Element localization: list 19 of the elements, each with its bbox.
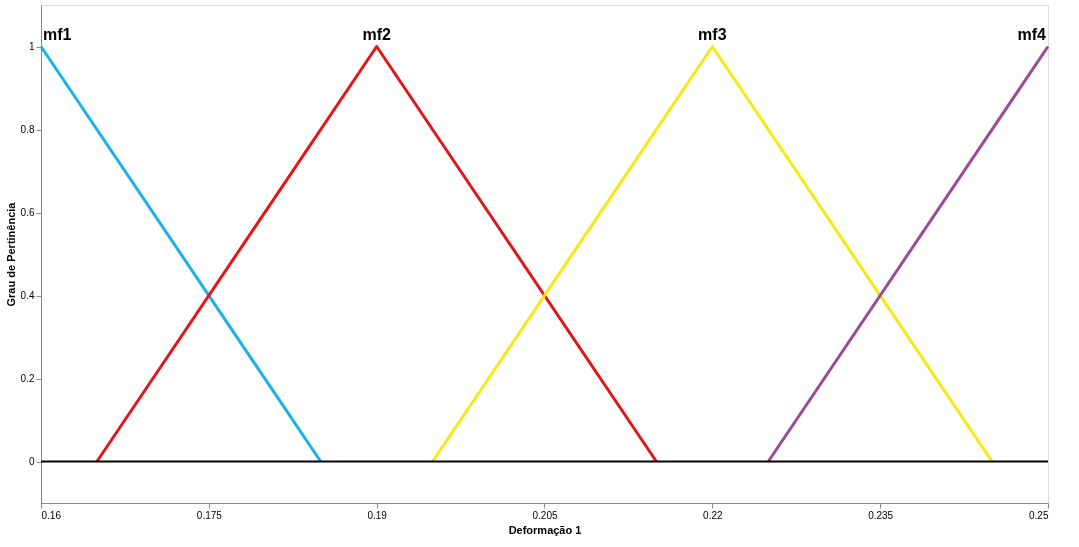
annotation: mf1 — [43, 25, 72, 43]
y-tick-label: 1 — [28, 41, 35, 52]
y-tick-label: 0.8 — [20, 124, 35, 135]
x-tick-label: 0.25 — [1029, 509, 1049, 521]
x-tick-label: 0.205 — [532, 509, 558, 521]
x-tick-label: 0.22 — [703, 509, 723, 521]
annotation: mf3 — [698, 25, 727, 43]
y-tick-label: 0.2 — [20, 373, 35, 384]
x-tick-label: 0.16 — [41, 509, 62, 521]
x-tick-label: 0.19 — [367, 509, 388, 521]
annotation: mf2 — [362, 25, 391, 43]
x-tick-label: 0.235 — [868, 509, 894, 521]
y-tick-label: 0 — [28, 456, 35, 467]
y-axis-title: Grau de Pertinência — [4, 201, 17, 307]
x-axis-title: Deformação 1 — [508, 523, 582, 536]
annotation: mf4 — [1017, 25, 1047, 43]
x-tick-label: 0.175 — [196, 509, 223, 521]
y-tick-label: 0.4 — [20, 290, 35, 301]
y-tick-label: 0.6 — [20, 207, 35, 218]
